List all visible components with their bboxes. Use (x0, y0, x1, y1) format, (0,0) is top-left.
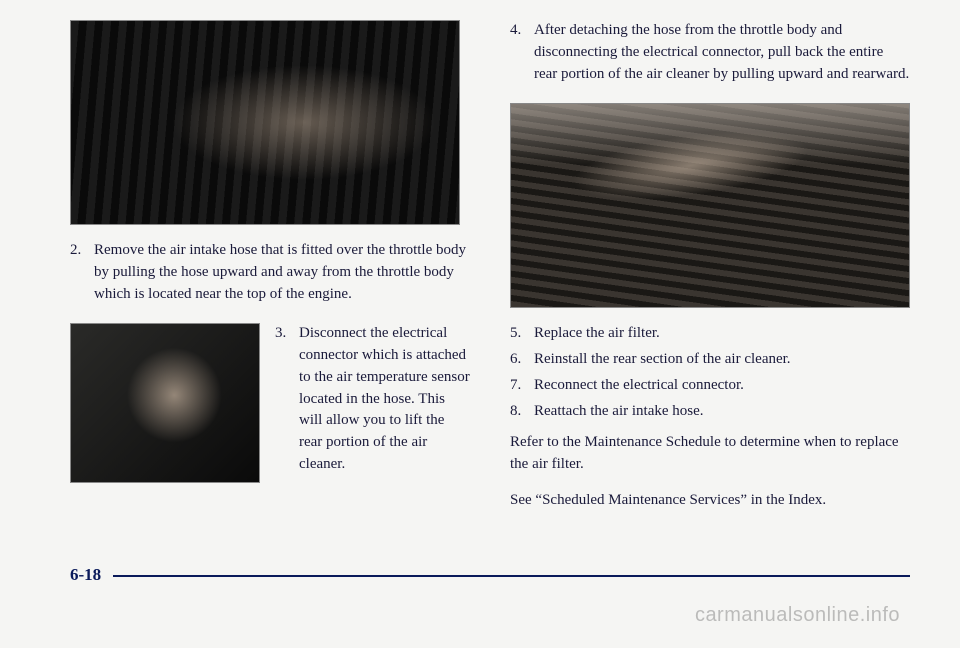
page-number: 6-18 (70, 563, 101, 588)
step-7: 7. Reconnect the electrical connector. (510, 375, 910, 397)
left-column: 2. Remove the air intake hose that is fi… (70, 20, 470, 580)
step-text: Reconnect the electrical connector. (534, 375, 910, 397)
step-number: 6. (510, 349, 534, 371)
page-footer: 6-18 (70, 563, 910, 588)
steps-5-8: 5. Replace the air filter. 6. Reinstall … (510, 323, 910, 426)
step-number: 2. (70, 240, 94, 305)
step-number: 4. (510, 20, 534, 85)
step-2: 2. Remove the air intake hose that is fi… (70, 240, 470, 305)
step-3-block: 3. Disconnect the electrical connector w… (70, 323, 470, 483)
step-text: After detaching the hose from the thrott… (534, 20, 910, 85)
step-number: 5. (510, 323, 534, 345)
step-number: 7. (510, 375, 534, 397)
step-4: 4. After detaching the hose from the thr… (510, 20, 910, 85)
step-text: Remove the air intake hose that is fitte… (94, 240, 470, 305)
step-5: 5. Replace the air filter. (510, 323, 910, 345)
step-number: 8. (510, 401, 534, 423)
step-text: Disconnect the electrical connector whic… (299, 323, 470, 475)
step-8: 8. Reattach the air intake hose. (510, 401, 910, 423)
photo-air-filter (510, 103, 910, 308)
right-column: 4. After detaching the hose from the thr… (510, 20, 910, 580)
step-text: Reattach the air intake hose. (534, 401, 910, 423)
footer-rule (113, 575, 910, 577)
step-number: 3. (275, 323, 299, 475)
photo-intake-hose (70, 20, 460, 225)
step-text: Replace the air filter. (534, 323, 910, 345)
step-6: 6. Reinstall the rear section of the air… (510, 349, 910, 371)
page-content: 2. Remove the air intake hose that is fi… (70, 20, 910, 580)
refer-index: See “Scheduled Maintenance Services” in … (510, 490, 910, 512)
refer-maintenance: Refer to the Maintenance Schedule to det… (510, 432, 910, 476)
watermark: carmanualsonline.info (695, 601, 900, 630)
step-text: Reinstall the rear section of the air cl… (534, 349, 910, 371)
photo-connector (70, 323, 260, 483)
